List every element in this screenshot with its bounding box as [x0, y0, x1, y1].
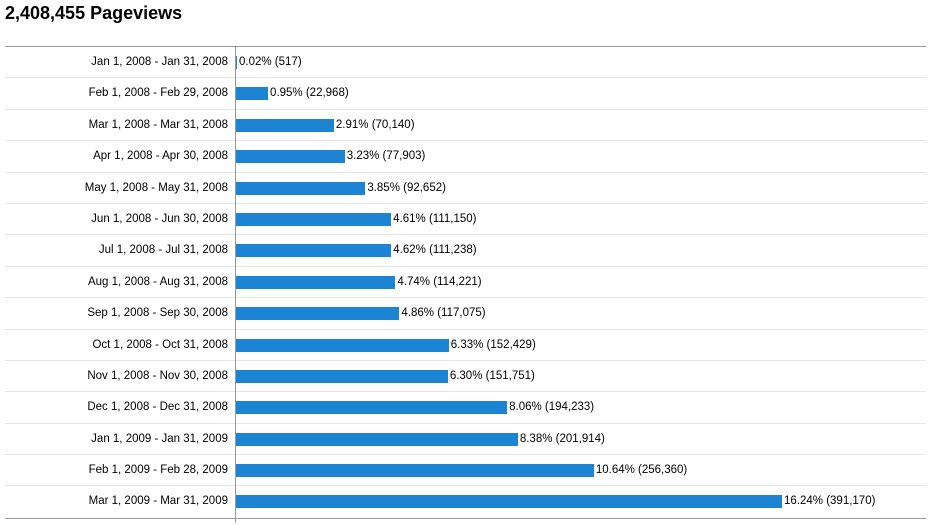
category-label: Mar 1, 2008 - Mar 31, 2008	[88, 118, 228, 131]
bar[interactable]	[236, 244, 392, 258]
data-label: 3.85% (92,652)	[367, 181, 446, 194]
top-rule	[5, 46, 926, 47]
category-label: Sep 1, 2008 - Sep 30, 2008	[87, 307, 228, 320]
chart-row: Aug 1, 2008 - Aug 31, 2008 4.74% (114,221…	[5, 267, 926, 299]
chart-row: Feb 1, 2009 - Feb 28, 2009 10.64% (256,36…	[5, 455, 926, 487]
data-label: 8.06% (194,233)	[509, 401, 595, 414]
bar[interactable]	[236, 118, 334, 132]
bar[interactable]	[236, 212, 392, 226]
bottom-rule	[5, 518, 926, 519]
bar[interactable]	[236, 495, 782, 509]
category-label: Feb 1, 2009 - Feb 28, 2009	[88, 464, 228, 477]
data-label: 4.74% (114,221)	[397, 275, 482, 288]
category-label: Jun 1, 2008 - Jun 30, 2008	[91, 212, 228, 225]
chart-row: Oct 1, 2008 - Oct 31, 2008 6.33% (152,429…	[5, 330, 926, 361]
bar[interactable]	[236, 432, 518, 446]
category-label: Jan 1, 2009 - Jan 31, 2009	[91, 432, 228, 445]
data-label: 4.86% (117,075)	[401, 307, 486, 320]
chart-row: Nov 1, 2008 - Nov 30, 2008 6.30% (151,751…	[5, 361, 926, 393]
category-label: Oct 1, 2008 - Oct 31, 2008	[92, 338, 228, 351]
bar[interactable]	[236, 401, 508, 415]
category-label: May 1, 2008 - May 31, 2008	[84, 181, 228, 194]
data-label: 3.23% (77,903)	[346, 150, 426, 163]
bar[interactable]	[236, 338, 449, 352]
data-label: 0.95% (22,968)	[270, 87, 349, 100]
chart-row: Dec 1, 2008 - Dec 31, 2008 8.06% (194,233…	[5, 392, 926, 424]
category-label: Jul 1, 2008 - Jul 31, 2008	[98, 244, 228, 257]
category-label: Apr 1, 2008 - Apr 30, 2008	[93, 150, 228, 163]
data-label: 4.61% (111,150)	[393, 212, 477, 225]
data-label: 4.62% (111,238)	[393, 244, 477, 257]
bar-rows: Jan 1, 2008 - Jan 31, 2008 0.02% (517) Feb…	[5, 47, 926, 518]
data-label: 0.02% (517)	[239, 56, 302, 68]
bar[interactable]	[236, 181, 366, 195]
chart-row: Jan 1, 2009 - Jan 31, 2009 8.38% (201,914…	[5, 424, 926, 456]
bar[interactable]	[236, 150, 345, 164]
category-label: Mar 1, 2009 - Mar 31, 2009	[88, 495, 228, 508]
data-label: 6.30% (151,751)	[449, 369, 535, 382]
chart-row: Jun 1, 2008 - Jun 30, 2008 4.61% (111,150…	[5, 204, 926, 236]
chart-row: Jul 1, 2008 - Jul 31, 2008 4.62% (111,238…	[5, 235, 926, 267]
bar[interactable]	[236, 307, 400, 321]
category-label: Dec 1, 2008 - Dec 31, 2008	[87, 401, 228, 414]
category-label: Nov 1, 2008 - Nov 30, 2008	[87, 369, 228, 382]
chart-row: Feb 1, 2008 - Feb 29, 2008 0.95% (22,968)	[5, 78, 926, 110]
chart-title: 2,408,455 Pageviews	[5, 3, 183, 23]
category-label: Jan 1, 2008 - Jan 31, 2008	[91, 56, 228, 68]
bar[interactable]	[236, 464, 594, 478]
chart-row: Mar 1, 2008 - Mar 31, 2008 2.91% (70,140)	[5, 110, 926, 142]
category-label: Feb 1, 2008 - Feb 29, 2008	[88, 87, 228, 100]
chart-row: Jan 1, 2008 - Jan 31, 2008 0.02% (517)	[5, 47, 926, 79]
category-label: Aug 1, 2008 - Aug 31, 2008	[87, 275, 228, 288]
data-label: 6.33% (152,429)	[450, 338, 536, 351]
bar[interactable]	[236, 87, 269, 101]
chart-row: Apr 1, 2008 - Apr 30, 2008 3.23% (77,903)	[5, 141, 926, 173]
data-label: 2.91% (70,140)	[335, 118, 415, 131]
category-axis-line	[235, 47, 236, 523]
data-label: 16.24% (391,170)	[784, 495, 876, 508]
chart-row: Mar 1, 2009 - Mar 31, 2009 16.24% (391,17…	[5, 486, 926, 517]
bar[interactable]	[236, 369, 448, 383]
chart-row: May 1, 2008 - May 31, 2008 3.85% (92,652)	[5, 173, 926, 204]
bar[interactable]	[236, 56, 237, 69]
bar[interactable]	[236, 275, 396, 289]
data-label: 8.38% (201,914)	[519, 432, 605, 445]
data-label: 10.64% (256,360)	[595, 464, 688, 477]
chart-row: Sep 1, 2008 - Sep 30, 2008 4.86% (117,075…	[5, 298, 926, 330]
